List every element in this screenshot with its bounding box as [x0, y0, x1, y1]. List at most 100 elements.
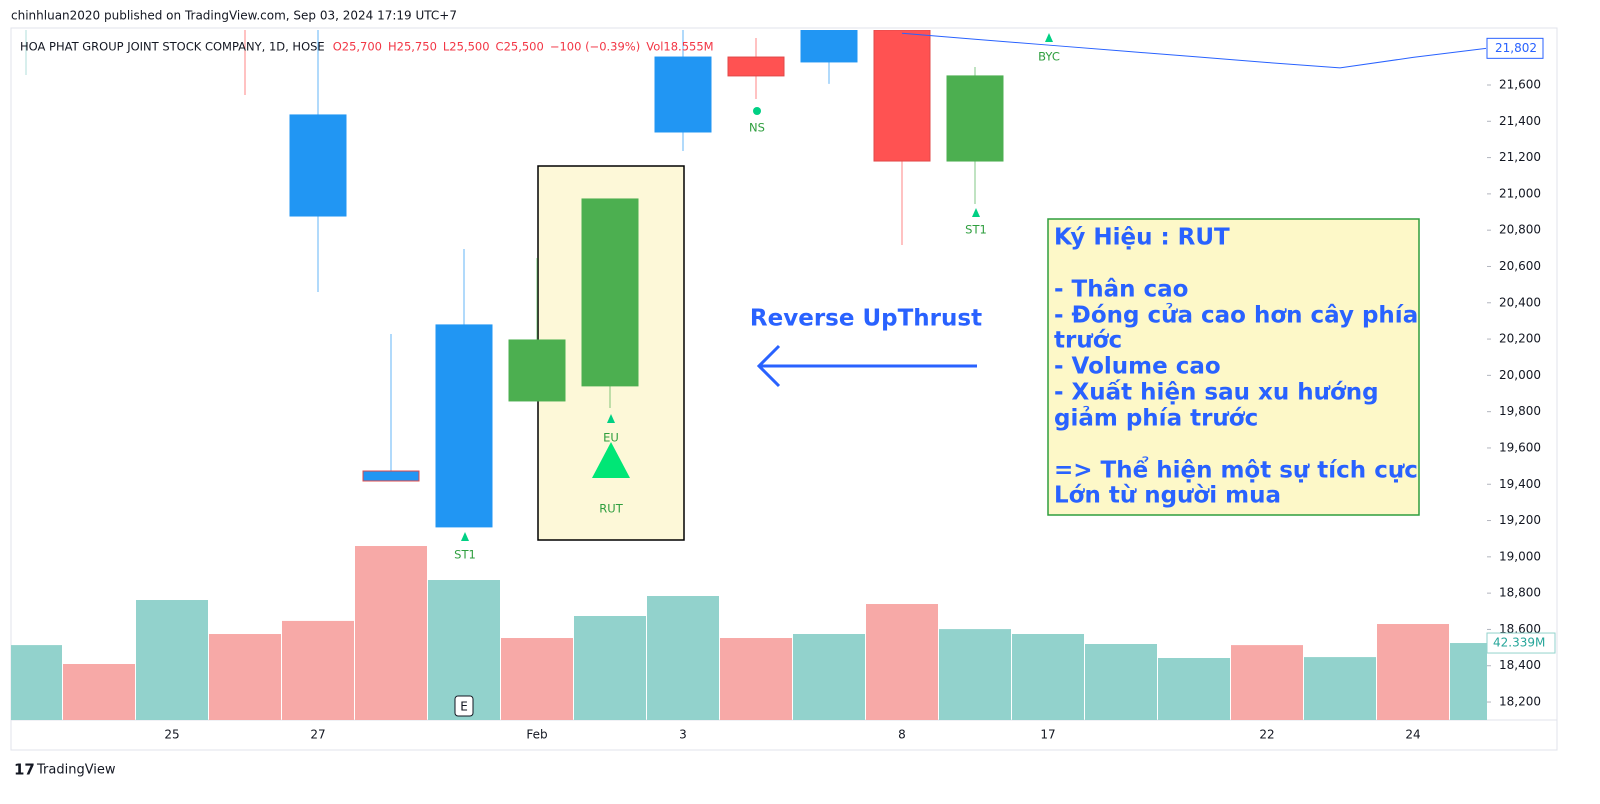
candle-body	[508, 339, 566, 402]
price-label: 21,802	[1495, 41, 1537, 55]
price-label-box	[1486, 37, 1544, 59]
earnings-badge: E	[460, 700, 468, 714]
candle-body	[362, 470, 420, 482]
x-tick-label: 25	[164, 728, 179, 742]
signal-marker	[1045, 33, 1053, 42]
y-tick-label: 20,000	[1499, 368, 1541, 382]
volume-bar	[720, 638, 792, 720]
volume-bar	[209, 634, 281, 720]
symbol: HOA PHAT GROUP JOINT STOCK COMPANY, 1D, …	[20, 40, 325, 54]
candle-body	[581, 198, 639, 387]
volume-bar	[1012, 634, 1084, 720]
candle-body	[873, 30, 931, 162]
y-tick-label: 18,600	[1499, 622, 1541, 636]
volume-bar	[1158, 658, 1230, 720]
volume-bar	[1304, 657, 1376, 720]
note-line: trước	[1054, 328, 1122, 354]
ohlc-legend: O25,700	[333, 40, 382, 54]
y-tick-label: 20,400	[1499, 295, 1541, 309]
signal-marker	[607, 414, 615, 423]
volume-bar	[501, 638, 573, 720]
volume-bar	[1085, 644, 1157, 720]
signal-label: RUT	[599, 502, 623, 516]
x-tick-label: 8	[898, 728, 906, 742]
volume-bar	[793, 634, 865, 720]
y-tick-label: 19,800	[1499, 404, 1541, 418]
volume-bar	[282, 620, 354, 720]
y-tick-label: 18,200	[1499, 695, 1541, 709]
x-tick-label: 24	[1405, 728, 1420, 742]
volume-bar	[63, 664, 135, 720]
x-tick-label: 17	[1040, 728, 1055, 742]
volume-bar	[866, 604, 938, 720]
x-tick-label: 27	[310, 728, 325, 742]
candle-body	[289, 114, 347, 217]
note-box	[1047, 218, 1420, 516]
chart-frame	[10, 27, 1558, 751]
volume-bar	[136, 600, 208, 720]
volume-bar	[1231, 645, 1303, 720]
ohlc-legend: H25,750	[388, 40, 437, 54]
y-tick-label: 21,000	[1499, 186, 1541, 200]
volume-bar	[647, 596, 719, 720]
volume-bar	[574, 616, 646, 720]
volume-label-box	[1486, 632, 1556, 654]
signal-marker	[461, 532, 469, 541]
candle-body	[800, 30, 858, 63]
line-series	[901, 32, 1487, 69]
note-line: giảm phía trước	[1054, 406, 1258, 432]
ohlc-legend: −100 (−0.39%)	[550, 40, 640, 54]
note-line: - Volume cao	[1054, 354, 1221, 380]
y-tick-label: 20,800	[1499, 223, 1541, 237]
x-tick-label: 3	[679, 728, 687, 742]
ohlc-legend: Vol18.555M	[646, 40, 713, 54]
plot	[11, 30, 1487, 720]
arrow-head	[756, 344, 781, 388]
x-tick-label: Feb	[526, 728, 547, 742]
y-tick-label: 21,200	[1499, 150, 1541, 164]
ohlc-legend: L25,500	[443, 40, 490, 54]
brand: TradingView	[36, 763, 116, 778]
note-line: => Thể hiện một sự tích cực	[1054, 456, 1418, 484]
y-tick-label: 19,400	[1499, 477, 1541, 491]
volume-bar	[939, 629, 1011, 720]
signal-label: NS	[749, 121, 765, 135]
volume-bar	[1450, 643, 1487, 720]
signal-marker	[972, 208, 980, 217]
y-tick-label: 18,400	[1499, 658, 1541, 672]
candle-body	[654, 56, 712, 133]
signal-marker	[592, 442, 630, 478]
volume-label: 42.339M	[1493, 636, 1545, 650]
signal-label: BYC	[1038, 50, 1060, 64]
candle-body	[946, 75, 1004, 162]
note-line: - Xuất hiện sau xu hướng	[1054, 379, 1379, 406]
y-tick-label: 18,800	[1499, 586, 1541, 600]
earnings-badge-box	[454, 695, 474, 717]
y-tick-label: 19,000	[1499, 549, 1541, 563]
note-line: Lớn từ người mua	[1054, 483, 1281, 509]
candle-body	[727, 56, 785, 77]
y-tick-label: 20,600	[1499, 259, 1541, 273]
signal-label: EU	[603, 431, 619, 445]
candle-body	[435, 324, 493, 528]
annotation: Reverse UpThrust	[750, 306, 982, 332]
note-line: - Đóng cửa cao hơn cây phía	[1054, 303, 1418, 329]
note-line: Ký Hiệu : RUT	[1054, 225, 1230, 251]
publisher: chinhluan2020 published on TradingView.c…	[11, 9, 457, 23]
y-tick-label: 19,600	[1499, 440, 1541, 454]
y-tick-label: 19,200	[1499, 513, 1541, 527]
logo-mark: 17	[14, 761, 35, 779]
y-tick-label: 20,200	[1499, 332, 1541, 346]
y-tick-label: 21,600	[1499, 77, 1541, 91]
signal-marker	[753, 107, 761, 115]
x-tick-label: 22	[1259, 728, 1274, 742]
note-line: - Thân cao	[1054, 277, 1188, 303]
volume-bar	[355, 546, 427, 720]
volume-bar	[1377, 624, 1449, 720]
ohlc-legend: C25,500	[496, 40, 544, 54]
signal-label: ST1	[454, 548, 476, 562]
y-tick-label: 21,400	[1499, 114, 1541, 128]
volume-bar	[11, 645, 62, 720]
signal-label: ST1	[965, 223, 987, 237]
